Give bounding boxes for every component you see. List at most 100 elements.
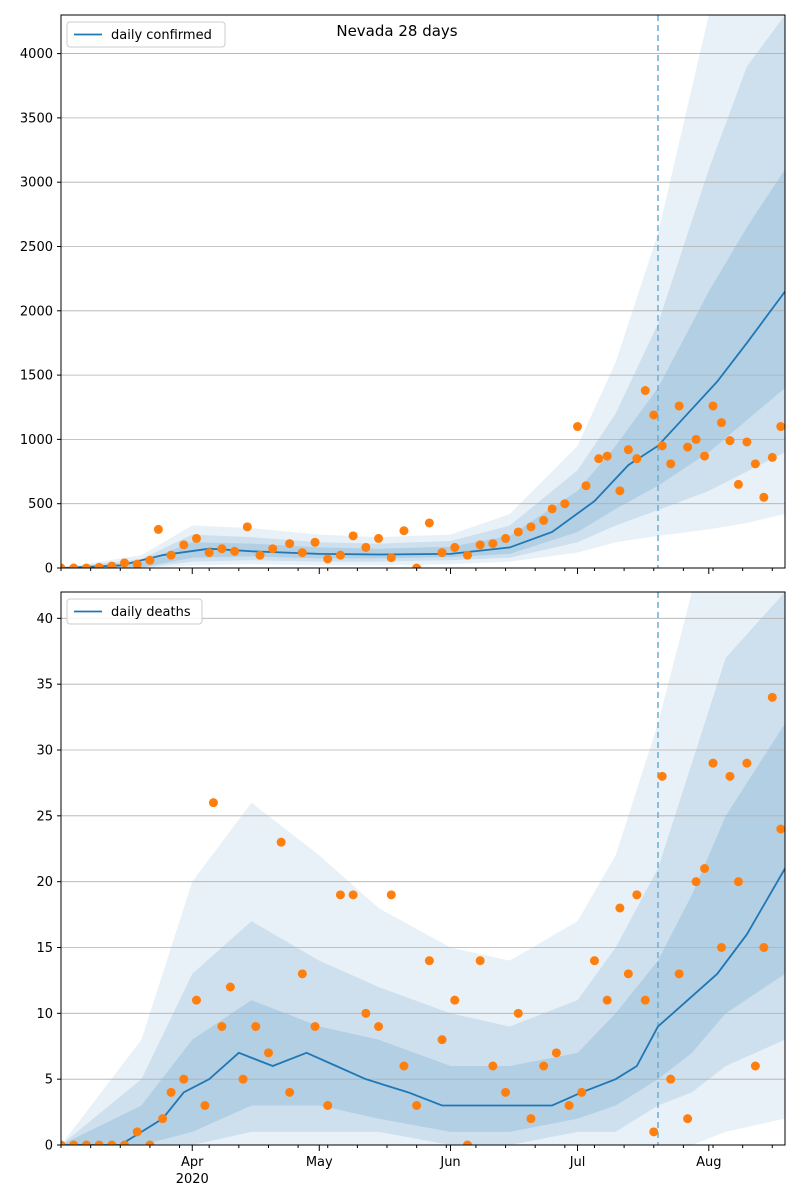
x-tick-label: Apr [181, 1155, 204, 1170]
data-point [767, 692, 777, 702]
legend-box [66, 21, 226, 48]
data-point [268, 544, 278, 554]
uncertainty-band-1 [61, 15, 785, 568]
data-point [691, 434, 701, 444]
data-point [158, 1114, 168, 1124]
data-point [208, 798, 218, 808]
data-point [716, 943, 726, 952]
data-point [424, 518, 434, 528]
data-point [217, 1022, 227, 1031]
y-tick-label: 5 [45, 1073, 53, 1088]
data-point [547, 504, 557, 514]
data-point [513, 527, 523, 537]
axes-frame [60, 591, 786, 1146]
data-point [657, 771, 667, 781]
data-point [61, 563, 66, 568]
data-point [166, 1087, 176, 1097]
data-point [501, 533, 511, 543]
data-point [166, 550, 176, 560]
data-point [750, 459, 760, 469]
y-tick-label: 2000 [20, 304, 53, 319]
y-tick-label: 500 [28, 497, 53, 512]
data-point [132, 559, 142, 568]
data-point [564, 1101, 574, 1110]
data-point [348, 531, 358, 541]
x-tick-label: Jun [439, 1155, 460, 1170]
data-point [251, 1022, 261, 1031]
data-point [120, 558, 130, 568]
data-point [374, 533, 384, 543]
data-point [399, 526, 409, 536]
data-point [776, 422, 785, 432]
y-tick-label: 15 [36, 941, 53, 956]
series-line [61, 290, 785, 568]
data-point [623, 969, 633, 979]
axes-frame [60, 14, 786, 569]
data-point [475, 956, 485, 966]
y-tick-label: 30 [36, 744, 53, 759]
data-point [69, 1140, 79, 1145]
data-point [700, 451, 710, 461]
y-tick-label: 25 [36, 809, 53, 824]
series-line [61, 868, 785, 1145]
data-point [310, 1022, 320, 1031]
y-tick-label: 3500 [20, 111, 53, 126]
data-point [640, 995, 650, 1005]
deaths-panel: 0 5 10 15 20 25 30 35 40 Apr May Jun Jul Aug 2020 daily… [36, 591, 786, 1187]
legend: daily deaths [66, 598, 203, 625]
data-point [437, 548, 447, 558]
data-point [632, 890, 642, 900]
legend: daily confirmed [66, 21, 226, 48]
data-point [602, 451, 612, 461]
legend-label: daily deaths [111, 605, 191, 620]
data-point [297, 548, 307, 558]
data-point [733, 479, 743, 489]
data-point [361, 542, 371, 552]
data-point [361, 1008, 371, 1018]
data-point [335, 550, 345, 560]
y-tick-label: 1000 [20, 433, 53, 448]
y-tick-label: 40 [36, 612, 53, 627]
data-point [708, 401, 718, 411]
uncertainty-band-2 [61, 592, 785, 1145]
data-point [412, 563, 422, 568]
data-point [200, 1101, 210, 1110]
data-point [179, 540, 189, 550]
data-point [776, 824, 785, 834]
legend-label: daily confirmed [111, 28, 212, 43]
data-point [513, 1008, 523, 1018]
data-point [450, 995, 460, 1005]
data-point [69, 563, 79, 568]
data-point [255, 550, 265, 560]
data-point [767, 452, 777, 462]
data-point [412, 1101, 422, 1110]
data-point [285, 1087, 295, 1097]
data-point [94, 562, 104, 568]
data-point [348, 890, 358, 900]
data-point [539, 515, 549, 525]
x-year-label: 2020 [176, 1172, 209, 1187]
y-tick-label: 1500 [20, 369, 53, 384]
data-point [242, 522, 252, 532]
x-tick-label: May [306, 1155, 333, 1170]
y-tick-label: 3000 [20, 176, 53, 191]
y-tick-label: 0 [45, 562, 53, 577]
data-point [217, 544, 227, 554]
legend-box [66, 598, 203, 625]
data-point [263, 1048, 273, 1058]
data-point [649, 1127, 659, 1137]
data-point [276, 837, 286, 847]
data-point [450, 542, 460, 552]
data-point [594, 454, 604, 464]
data-point [424, 956, 434, 966]
data-point [725, 436, 735, 446]
data-point [615, 903, 625, 913]
data-point [623, 445, 633, 455]
uncertainty-band-2 [61, 15, 785, 568]
data-point [742, 437, 752, 447]
data-point [700, 864, 710, 873]
data-point [285, 539, 295, 549]
data-point [335, 890, 345, 900]
data-point [602, 995, 612, 1005]
data-point [225, 982, 235, 992]
